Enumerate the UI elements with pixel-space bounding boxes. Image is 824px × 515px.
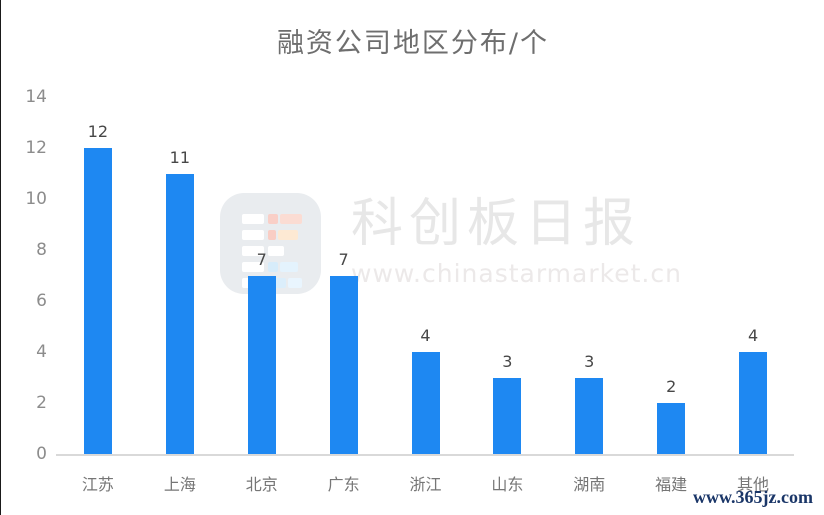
- bar-value-label: 3: [584, 351, 595, 371]
- bar-value-label: 7: [338, 249, 349, 269]
- bar-江苏[interactable]: [83, 148, 112, 454]
- bar-value-label: 2: [666, 377, 677, 396]
- bar-上海[interactable]: [165, 173, 194, 454]
- brand-watermark: 科创板日报 www.chinastarmarket.cn: [220, 193, 682, 294]
- bar-value-label: 4: [747, 326, 759, 345]
- bar-福建[interactable]: [657, 403, 686, 454]
- bar-浙江[interactable]: [411, 352, 440, 454]
- y-axis-tick-label: 12: [25, 138, 47, 158]
- y-axis-tick-label: 2: [36, 393, 47, 413]
- x-axis-category-label: 北京: [245, 475, 278, 494]
- x-axis-category-label: 广东: [327, 475, 360, 494]
- bar-value-label: 3: [502, 351, 513, 371]
- chart-title: 融资公司地区分布/个: [276, 28, 550, 59]
- bar-北京[interactable]: [247, 275, 276, 454]
- x-axis-category-label: 福建: [655, 475, 688, 494]
- bar-value-label: 7: [256, 249, 267, 269]
- bar-value-label: 11: [169, 147, 190, 167]
- watermark-text: 科创板日报 www.chinastarmarket.cn: [351, 193, 682, 288]
- bar-广东[interactable]: [329, 275, 358, 454]
- bar-其他[interactable]: [739, 352, 768, 454]
- y-axis-tick-label: 6: [36, 291, 47, 311]
- x-axis-category-label: 浙江: [409, 475, 442, 494]
- y-axis-tick-label: 8: [36, 240, 47, 260]
- watermark-url: www.chinastarmarket.cn: [351, 259, 682, 289]
- bar-value-label: 4: [420, 326, 431, 345]
- x-axis-category-label: 其他: [737, 475, 770, 494]
- watermark-brand: 科创板日报: [351, 194, 642, 254]
- y-axis-tick-label: 14: [25, 87, 47, 107]
- footer-site-watermark: www.365jz.com: [693, 487, 813, 507]
- x-axis-category-label: 山东: [491, 475, 524, 494]
- bar-湖南[interactable]: [575, 377, 604, 454]
- bar-山东[interactable]: [493, 377, 522, 454]
- x-axis-line: [56, 454, 794, 456]
- y-axis-tick-label: 0: [36, 444, 47, 464]
- y-axis-tick-label: 4: [36, 342, 47, 362]
- bar-value-label: 12: [87, 122, 109, 141]
- x-axis-category-label: 江苏: [81, 475, 114, 494]
- x-axis-category-label: 上海: [163, 475, 196, 494]
- x-axis-category-label: 湖南: [573, 475, 606, 494]
- y-axis-tick-label: 10: [25, 189, 47, 209]
